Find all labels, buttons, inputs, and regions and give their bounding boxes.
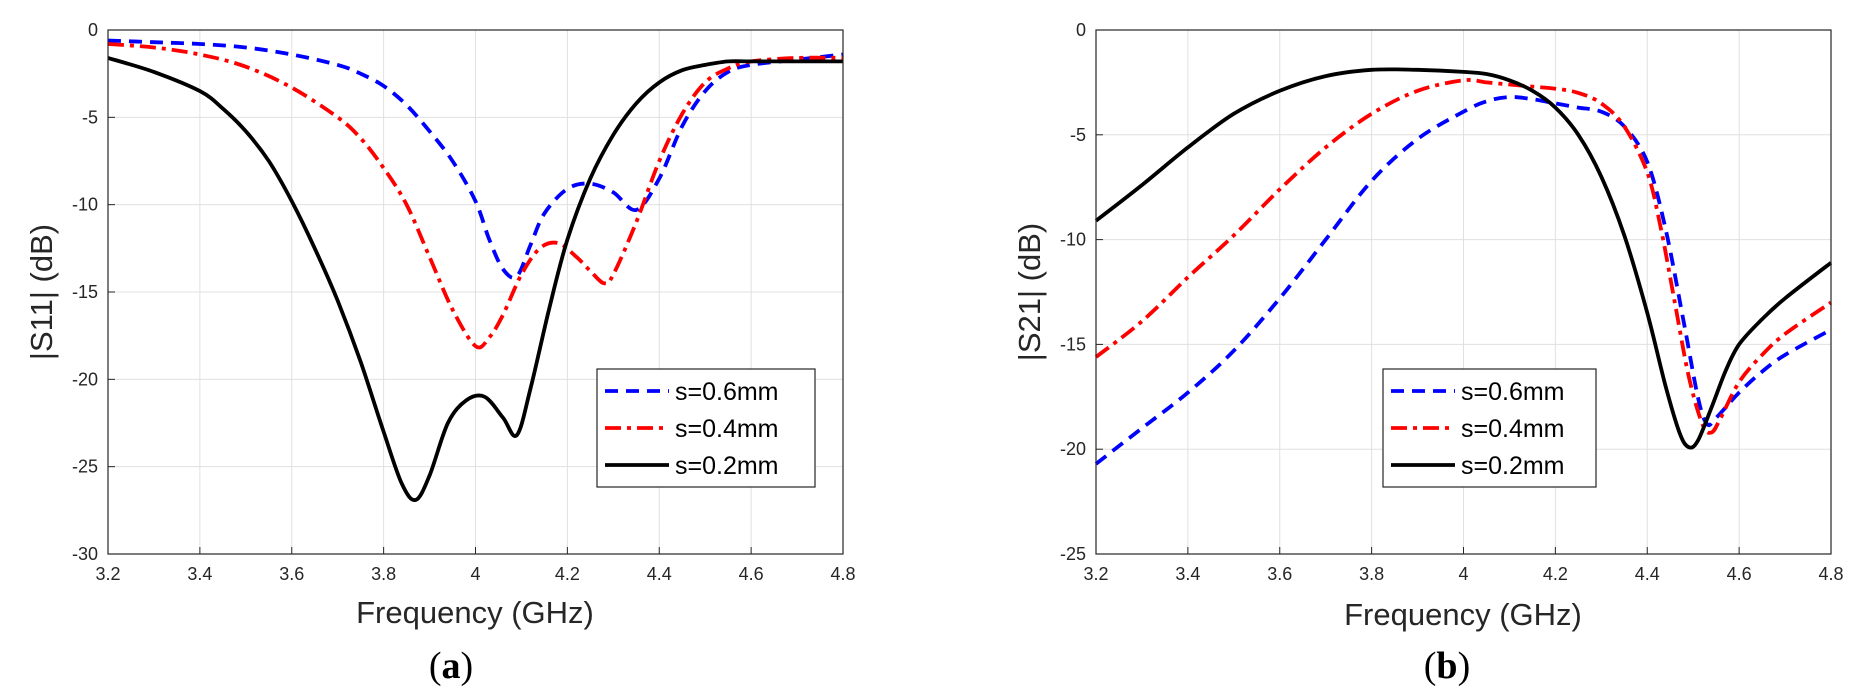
legend-a: s=0.6mm s=0.4mm s=0.2mm <box>596 368 816 488</box>
caption-letter-a: a <box>442 645 461 687</box>
x-tick-label: 3.8 <box>371 564 396 584</box>
x-tick-label: 3.2 <box>95 564 120 584</box>
x-tick-label: 3.4 <box>1175 564 1200 584</box>
y-tick-label: 0 <box>88 20 98 40</box>
x-axis-label-b: Frequency (GHz) <box>1344 597 1582 632</box>
legend-box <box>1382 368 1597 488</box>
x-tick-label: 4.6 <box>739 564 764 584</box>
x-tick-label: 4 <box>470 564 480 584</box>
legend-b: s=0.6mm s=0.4mm s=0.2mm <box>1382 368 1597 488</box>
legend-label: s=0.4mm <box>675 415 779 443</box>
y-tick-label: -25 <box>72 457 98 477</box>
caption-a: (a) <box>429 645 473 687</box>
x-tick-label: 4.4 <box>1635 564 1660 584</box>
panel-b: 3.2 3.4 3.6 3.8 4 4.2 4.4 4.6 4.8 0 -5 -10 -15 -20 -25… <box>1012 20 1844 687</box>
y-tick-label: -15 <box>72 282 98 302</box>
x-tick-label: 3.2 <box>1083 564 1108 584</box>
series-line-a-s-0-4mm <box>107 42 844 350</box>
series-line-a-s-0-2mm <box>107 56 843 502</box>
y-tick-label: -10 <box>1060 230 1086 250</box>
y-tick-label: -15 <box>1060 334 1086 354</box>
series-line-b-s-0-2mm <box>1094 67 1833 450</box>
series-lines-a <box>107 38 844 502</box>
x-tick-label: 3.6 <box>279 564 304 584</box>
x-tick-label: 4.6 <box>1727 564 1752 584</box>
y-tick-label: -20 <box>1060 439 1086 459</box>
y-tick-label: 0 <box>1076 20 1086 40</box>
x-tick-label: 3.8 <box>1359 564 1384 584</box>
y-axis-label-b: |S21| (dB) <box>1012 223 1047 361</box>
legend-label: s=0.2mm <box>1461 452 1565 480</box>
y-tick-label: -10 <box>72 195 98 215</box>
x-axis-label-a: Frequency (GHz) <box>356 595 594 630</box>
ticks-b: 3.2 3.4 3.6 3.8 4 4.2 4.4 4.6 4.8 0 -5 -10 -15 -20 -25 <box>1060 20 1844 584</box>
y-tick-label: -20 <box>72 369 98 389</box>
series-lines-b <box>1094 67 1833 466</box>
legend-label: s=0.4mm <box>1461 415 1565 443</box>
ticks-a: 3.2 3.4 3.6 3.8 4 4.2 4.4 4.6 4.8 0 -5 -10 -15 -20 -25… <box>72 20 856 584</box>
y-tick-label: -5 <box>1070 125 1086 145</box>
x-tick-label: 3.6 <box>1267 564 1292 584</box>
caption-b: (b) <box>1424 645 1470 687</box>
x-tick-label: 4.8 <box>830 564 855 584</box>
y-tick-label: -30 <box>72 544 98 564</box>
legend-box <box>596 368 816 488</box>
x-tick-label: 4.8 <box>1818 564 1843 584</box>
legend-label: s=0.2mm <box>675 452 779 480</box>
y-tick-label: -5 <box>82 107 98 127</box>
y-axis-label-a: |S11| (dB) <box>24 224 59 360</box>
legend-label: s=0.6mm <box>1461 378 1565 406</box>
series-line-a-s-0-6mm <box>107 38 844 280</box>
caption-letter-b: b <box>1436 645 1457 687</box>
x-tick-label: 4.2 <box>1543 564 1568 584</box>
x-tick-label: 4 <box>1458 564 1468 584</box>
x-tick-label: 3.4 <box>187 564 212 584</box>
x-tick-label: 4.4 <box>647 564 672 584</box>
x-tick-label: 4.2 <box>555 564 580 584</box>
series-line-b-s-0-6mm <box>1094 95 1832 466</box>
legend-label: s=0.6mm <box>675 378 779 406</box>
y-tick-label: -25 <box>1060 544 1086 564</box>
panel-a: 3.2 3.4 3.6 3.8 4 4.2 4.4 4.6 4.8 0 -5 -10 -15 -20 -25… <box>24 20 856 687</box>
series-line-b-s-0-4mm <box>1094 78 1833 435</box>
